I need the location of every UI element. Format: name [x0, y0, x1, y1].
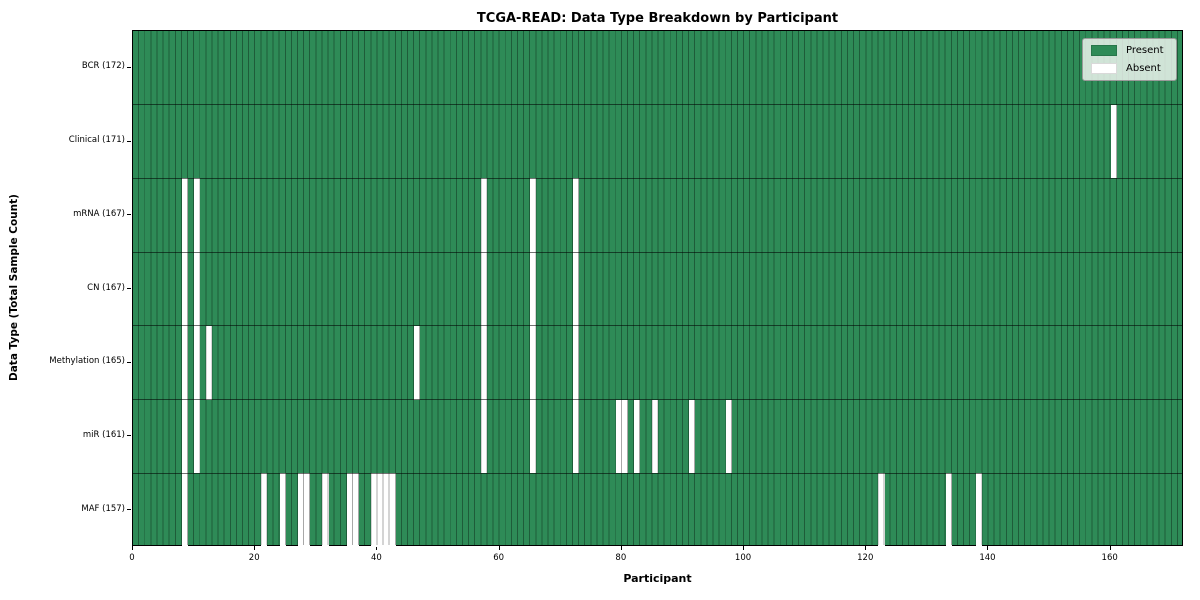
absent-cell-MAF-27: [297, 473, 305, 547]
absent-cell-mRNA-72: [572, 178, 580, 253]
y-tick-label-Clinical: Clinical (171): [68, 135, 125, 146]
y-tick-label-CN: CN (167): [87, 282, 125, 293]
absent-cell-Methylation-65: [530, 325, 537, 400]
absent-cell-MAF-122: [878, 473, 885, 547]
absent-cell-MAF-35: [346, 473, 353, 547]
x-tick-label: 160: [1101, 553, 1118, 563]
x-tick-label: 0: [129, 553, 135, 563]
absent-cell-mRNA-65: [530, 178, 537, 253]
absent-cell-CN-8: [181, 252, 188, 326]
row-divider: [133, 325, 1182, 327]
row-divider: [133, 104, 1182, 106]
x-tick-mark: [254, 546, 256, 550]
absent-cell-MAF-24: [279, 473, 286, 547]
x-tick-mark: [865, 546, 867, 550]
x-tick-mark: [620, 546, 622, 550]
absent-cell-MAF-39: [371, 473, 378, 547]
absent-cell-CN-10: [194, 252, 201, 326]
absent-cell-miR-65: [530, 399, 537, 474]
legend-entry-absent: Absent: [1091, 63, 1168, 74]
absent-cell-miR-72: [572, 399, 580, 474]
absent-cell-CN-57: [481, 252, 488, 326]
legend-present-label: Present: [1126, 45, 1164, 56]
x-tick-mark: [376, 546, 378, 550]
absent-cell-MAF-31: [322, 473, 329, 547]
y-tick-label-mRNA: mRNA (167): [73, 208, 125, 219]
y-tick-label-miR: miR (161): [82, 429, 125, 440]
absent-cell-miR-82: [634, 399, 641, 474]
absent-cell-Methylation-57: [481, 325, 488, 400]
legend-present-swatch: [1091, 45, 1117, 56]
absent-cell-miR-85: [652, 399, 659, 474]
x-tick-label: 40: [370, 553, 382, 563]
absent-cell-miR-91: [689, 399, 696, 474]
x-tick-mark: [132, 546, 133, 550]
absent-cell-Methylation-72: [572, 325, 580, 400]
absent-cell-CN-65: [530, 252, 537, 326]
x-tick-label: 80: [615, 553, 627, 563]
x-tick-mark: [498, 546, 500, 550]
absent-cell-MAF-138: [976, 473, 983, 547]
absent-cell-mRNA-57: [481, 178, 488, 253]
absent-cell-miR-8: [181, 399, 188, 474]
x-tick-mark: [1109, 546, 1111, 550]
legend-absent-swatch: [1091, 63, 1117, 74]
y-tick-mark: [127, 288, 131, 289]
absent-cell-MAF-28: [304, 473, 311, 547]
absent-cell-Clinical-160: [1110, 104, 1117, 179]
x-tick-label: 60: [493, 553, 505, 563]
absent-cell-MAF-133: [945, 473, 952, 547]
x-tick-mark: [743, 546, 745, 550]
absent-cell-miR-97: [725, 399, 732, 474]
chart-title: TCGA-READ: Data Type Breakdown by Partic…: [476, 11, 839, 26]
absent-cell-mRNA-8: [181, 178, 188, 253]
absent-cell-MAF-40: [377, 473, 384, 547]
y-tick-mark: [127, 66, 131, 68]
absent-cell-mRNA-10: [194, 178, 201, 253]
legend-entry-present: Present: [1091, 45, 1168, 56]
row-divider: [133, 472, 1182, 474]
x-tick-mark: [987, 546, 989, 550]
x-tick-label: 120: [857, 553, 874, 563]
row-divider: [133, 399, 1182, 401]
absent-cell-MAF-8: [181, 473, 188, 547]
x-tick-label: 20: [248, 553, 260, 563]
absent-cell-MAF-21: [261, 473, 268, 547]
legend-absent-label: Absent: [1126, 63, 1161, 74]
x-tick-label: 140: [979, 553, 996, 563]
legend: Present Absent: [1082, 38, 1177, 81]
y-tick-label-Methylation: Methylation (165): [49, 356, 125, 367]
plot-area: Present Absent: [132, 30, 1183, 547]
cell-grid-lines: [133, 31, 1182, 545]
y-tick-mark: [127, 140, 131, 142]
y-tick-mark: [127, 361, 131, 363]
absent-cell-Methylation-46: [414, 325, 421, 400]
y-tick-mark: [127, 509, 131, 511]
y-tick-label-MAF: MAF (157): [81, 503, 125, 514]
absent-cell-miR-57: [481, 399, 488, 474]
y-tick-mark: [127, 435, 131, 437]
absent-cell-MAF-42: [389, 473, 396, 547]
x-tick-label: 100: [734, 553, 752, 563]
row-divider: [133, 177, 1182, 179]
absent-cell-Methylation-12: [206, 325, 213, 400]
absent-cell-MAF-41: [383, 473, 390, 547]
absent-cell-CN-72: [572, 252, 580, 326]
absent-cell-Methylation-8: [181, 325, 188, 400]
y-tick-label-BCR: BCR (172): [81, 61, 125, 72]
row-divider: [133, 251, 1182, 253]
absent-cell-miR-79: [615, 399, 622, 474]
absent-cell-MAF-36: [352, 473, 360, 547]
y-tick-mark: [127, 214, 131, 216]
absent-cell-miR-80: [621, 399, 628, 474]
absent-cell-Methylation-10: [194, 325, 201, 400]
x-axis-label: Participant: [623, 572, 692, 585]
absent-cell-miR-10: [194, 399, 201, 474]
